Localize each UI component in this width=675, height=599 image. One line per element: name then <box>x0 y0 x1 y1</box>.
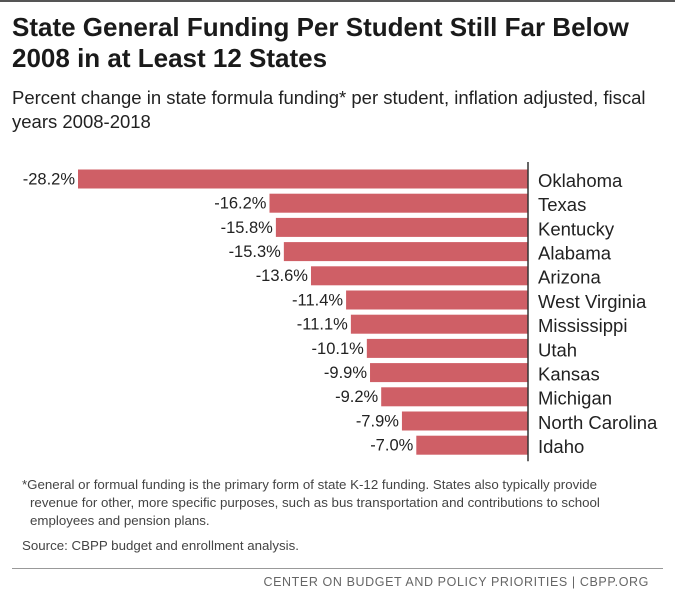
chart: -28.2% Oklahoma -16.2% Texas -15.8% Kentucky -… <box>23 162 658 462</box>
value-label: -15.8% <box>221 219 274 237</box>
bar <box>401 411 528 431</box>
value-label: -16.2% <box>214 195 267 213</box>
footnote: *General or formual funding is the prima… <box>22 477 600 528</box>
category-label: Michigan <box>538 388 612 409</box>
value-label: -11.1% <box>297 316 348 334</box>
value-label: -10.1% <box>312 340 365 358</box>
category-label: Kentucky <box>538 218 615 239</box>
value-label: -7.0% <box>370 437 413 455</box>
chart-subtitle: Percent change in state formula funding*… <box>12 87 646 132</box>
bar <box>370 363 528 383</box>
value-label: -7.9% <box>356 412 399 430</box>
bar <box>78 169 528 189</box>
category-label: Arizona <box>538 267 601 288</box>
value-label: -9.9% <box>324 364 367 382</box>
bar <box>310 266 528 286</box>
category-label: Texas <box>538 194 586 215</box>
category-label: Kansas <box>538 363 600 384</box>
bar <box>283 242 528 262</box>
bar <box>381 387 528 407</box>
value-label: -15.3% <box>229 243 282 261</box>
bar <box>366 338 528 358</box>
category-label: Mississippi <box>538 315 627 336</box>
value-label: -11.4% <box>292 291 343 309</box>
value-label: -28.2% <box>23 170 76 188</box>
category-label: North Carolina <box>538 412 658 433</box>
bar <box>416 435 528 455</box>
chart-title: State General Funding Per Student Still … <box>12 12 629 73</box>
bar <box>275 217 528 237</box>
category-label: Oklahoma <box>538 170 623 191</box>
bar <box>350 314 528 334</box>
category-label: Alabama <box>538 242 612 263</box>
category-label: Idaho <box>538 436 584 457</box>
credit: CENTER ON BUDGET AND POLICY PRIORITIES |… <box>263 575 649 589</box>
bar <box>346 290 528 310</box>
bar <box>269 193 528 213</box>
divider <box>12 568 663 569</box>
value-label: -9.2% <box>335 388 378 406</box>
value-label: -13.6% <box>256 267 309 285</box>
category-label: West Virginia <box>538 291 647 312</box>
category-label: Utah <box>538 339 577 360</box>
source: Source: CBPP budget and enrollment analy… <box>22 538 299 553</box>
